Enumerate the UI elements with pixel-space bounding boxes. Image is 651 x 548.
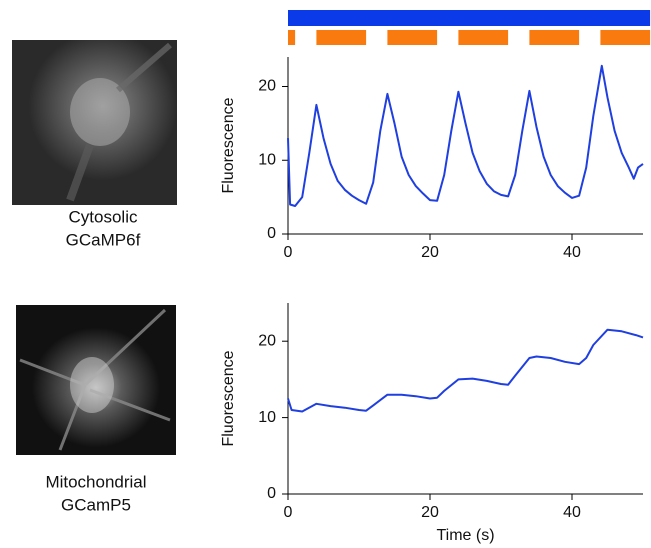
y-tick-label: 0 bbox=[267, 225, 276, 242]
y-tick-label: 20 bbox=[258, 78, 276, 95]
y-tick-label: 0 bbox=[267, 485, 276, 502]
y-axis-label: Fluorescence bbox=[220, 350, 237, 446]
x-tick-label: 20 bbox=[421, 504, 439, 521]
image-caption: GCamP5 bbox=[61, 495, 131, 514]
image-caption: Cytosolic bbox=[69, 207, 138, 226]
stimulus-bar bbox=[387, 30, 438, 45]
image-caption: GCaMP6f bbox=[66, 230, 141, 249]
y-tick-label: 20 bbox=[258, 332, 276, 349]
x-axis-label: Time (s) bbox=[436, 527, 494, 544]
x-tick-label: 0 bbox=[284, 244, 293, 261]
image-caption: Mitochondrial bbox=[45, 472, 146, 491]
stimulus-bar bbox=[529, 30, 580, 45]
x-tick-label: 20 bbox=[421, 244, 439, 261]
y-tick-label: 10 bbox=[258, 409, 276, 426]
cell-image bbox=[12, 40, 177, 205]
y-axis-label: Fluorescence bbox=[220, 97, 237, 193]
stimulus-bar bbox=[458, 30, 509, 45]
stimulus-bar bbox=[316, 30, 367, 45]
x-tick-label: 40 bbox=[563, 244, 581, 261]
light-bar bbox=[288, 10, 651, 26]
stimulus-bar bbox=[288, 30, 296, 45]
x-tick-label: 0 bbox=[284, 504, 293, 521]
y-tick-label: 10 bbox=[258, 151, 276, 168]
x-tick-label: 40 bbox=[563, 504, 581, 521]
cell-image bbox=[16, 305, 176, 455]
trace bbox=[287, 64, 644, 207]
trace bbox=[287, 328, 644, 413]
stimulus-bar bbox=[600, 30, 651, 45]
